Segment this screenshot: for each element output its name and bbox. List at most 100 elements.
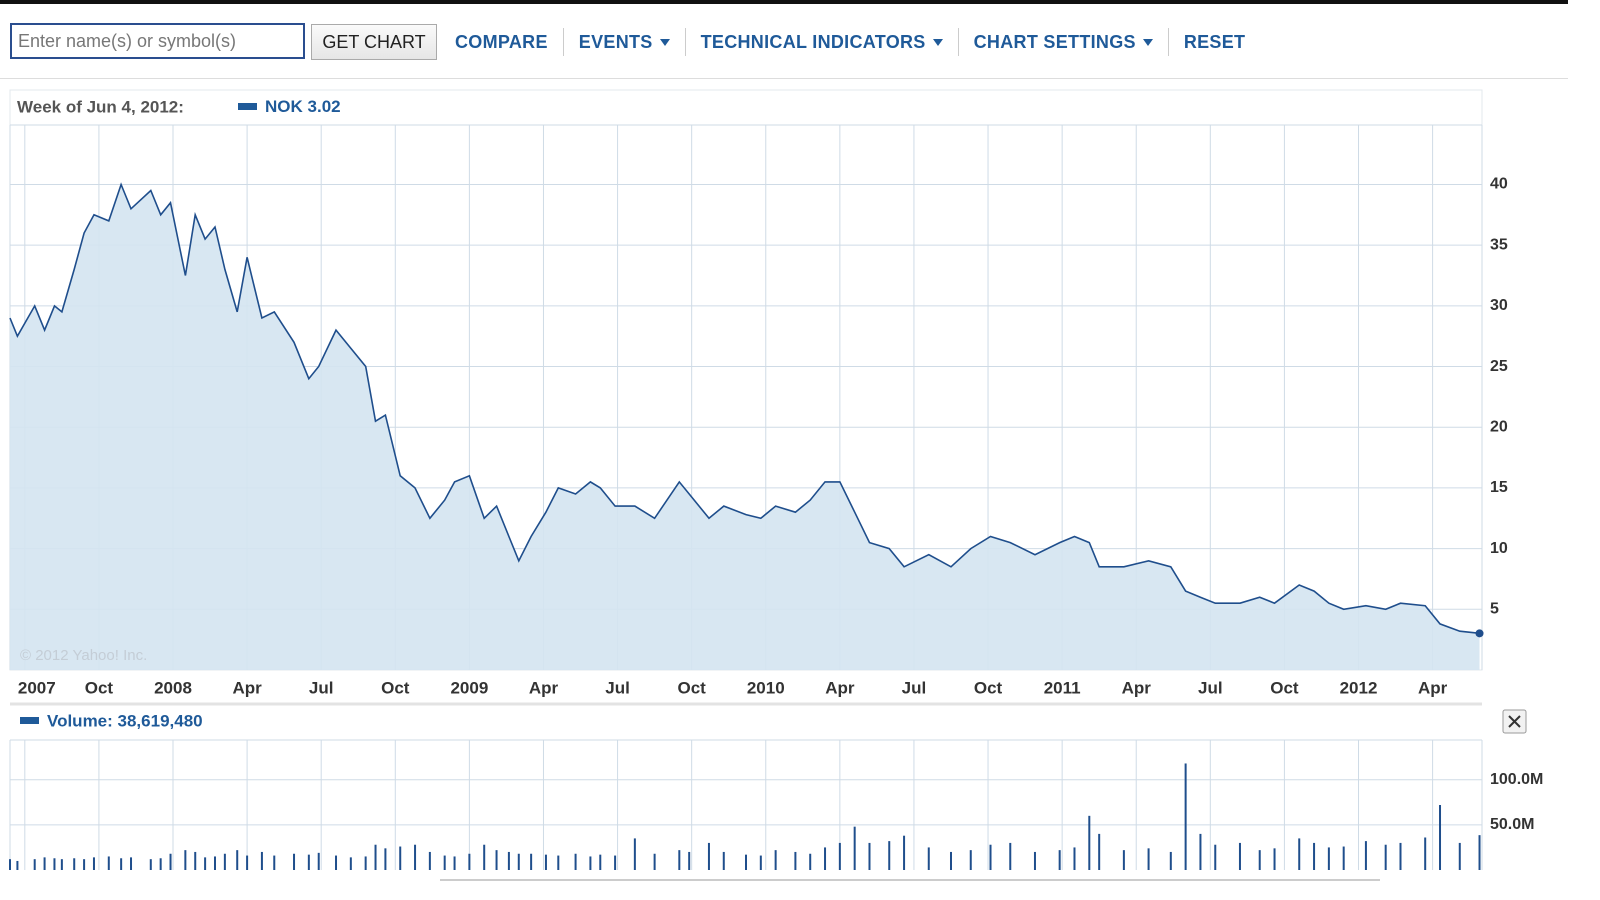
x-tick-label: 2009: [450, 678, 488, 697]
volume-bar: [213, 856, 216, 870]
volume-bar: [989, 844, 992, 870]
volume-bar: [809, 853, 812, 870]
volume-bar: [1327, 847, 1330, 870]
area: [10, 184, 1480, 670]
symbol-input[interactable]: Enter name(s) or symbol(s): [10, 23, 305, 59]
x-tick-label: Jul: [902, 678, 927, 697]
volume-bar: [120, 858, 123, 870]
volume-bar: [722, 851, 725, 870]
y-tick-label: 30: [1490, 297, 1508, 314]
volume-bar: [557, 855, 560, 870]
dropdown-arrow: [932, 39, 943, 46]
volume-bar: [16, 860, 19, 870]
x-tick-label: Oct: [381, 678, 410, 697]
volume-bar: [384, 848, 387, 870]
volume-bar: [349, 857, 352, 870]
volume-bar: [453, 856, 456, 870]
volume-bar: [335, 855, 338, 870]
close-icon: [1508, 715, 1521, 728]
volume-bar: [774, 850, 777, 870]
volume-bar: [246, 855, 249, 870]
volume-bar: [184, 850, 187, 870]
volume-bar: [530, 853, 533, 870]
volume-bar: [1364, 841, 1367, 870]
volume-bar: [794, 851, 797, 870]
volume-bar: [236, 850, 239, 870]
indicators-menu[interactable]: TECHNICAL INDICATORS: [686, 28, 959, 56]
x-tick-label: Apr: [232, 678, 262, 697]
get-chart-button[interactable]: GET CHART: [311, 24, 437, 60]
volume-bar: [364, 856, 367, 870]
volume-bar: [1298, 838, 1301, 870]
volume-bar: [507, 851, 510, 870]
x-tick-label: Oct: [974, 678, 1003, 697]
x-tick-label: Oct: [85, 678, 114, 697]
volume-bar: [888, 841, 891, 870]
volume-bar: [838, 842, 841, 870]
link-text: COMPARE: [455, 32, 548, 52]
volume-bar: [1009, 842, 1012, 870]
y-tick-label: 25: [1490, 358, 1508, 375]
volume-bar: [293, 853, 296, 870]
legend-swatch: [20, 717, 39, 724]
link-text: CHART SETTINGS: [973, 32, 1136, 52]
volume-bar: [1478, 835, 1481, 870]
volume-bar: [853, 826, 856, 870]
dropdown-arrow: [659, 39, 670, 46]
copyright: © 2012 Yahoo! Inc.: [20, 647, 147, 664]
y-tick-label: 15: [1490, 479, 1508, 496]
legend: NOK 3.02: [265, 97, 341, 116]
volume-bar: [1273, 848, 1276, 870]
y-tick-label: 100.0M: [1490, 771, 1543, 788]
x-tick-label: 2008: [154, 678, 192, 697]
volume-bar: [107, 856, 110, 870]
toolbar-links: COMPARE EVENTS TECHNICAL INDICATORS CHAR…: [440, 24, 1260, 60]
volume-bar: [159, 858, 162, 870]
volume-bar: [468, 853, 471, 870]
y-tick-label: 35: [1490, 236, 1508, 253]
volume-bar: [399, 846, 402, 870]
y-tick-label: 20: [1490, 418, 1508, 435]
volume-bar: [1384, 844, 1387, 870]
volume-bar: [414, 844, 417, 870]
volume-bar: [1214, 844, 1217, 870]
volume-bar: [495, 850, 498, 870]
volume-bar: [653, 853, 656, 870]
volume-bar: [574, 853, 577, 870]
volume-bar: [949, 851, 952, 870]
legend-name: NOK: [265, 97, 304, 116]
x-tick-label: Oct: [1270, 678, 1299, 697]
volume-bar: [589, 856, 592, 870]
volume-bar: [759, 855, 762, 870]
volume-bar: [273, 855, 276, 870]
volume-bar: [969, 850, 972, 870]
volume-bar: [130, 857, 133, 870]
volume-bar: [53, 858, 56, 870]
x-tick-label: Apr: [1122, 678, 1152, 697]
volume-bar: [1439, 805, 1442, 870]
volume-bar: [1424, 837, 1427, 870]
volume-bar: [149, 859, 152, 870]
volume-bar: [1122, 850, 1125, 870]
y-tick-label: 40: [1490, 176, 1508, 193]
compare-link[interactable]: COMPARE: [440, 28, 564, 56]
link-text: RESET: [1183, 32, 1246, 52]
x-tick-label: 2011: [1044, 678, 1081, 697]
x-tick-label: Jul: [1198, 678, 1223, 697]
x-tick-label: 2007: [18, 678, 56, 697]
volume-bar: [1199, 833, 1202, 870]
x-tick-label: Apr: [529, 678, 559, 697]
volume-bar: [43, 857, 46, 870]
volume-bar: [688, 851, 691, 870]
volume-bar: [223, 853, 226, 870]
volume-bar: [194, 851, 197, 870]
volume-bar: [73, 858, 76, 870]
settings-menu[interactable]: CHART SETTINGS: [959, 28, 1169, 56]
volume-bar: [1147, 848, 1150, 870]
reset-link[interactable]: RESET: [1169, 28, 1261, 56]
events-menu[interactable]: EVENTS: [564, 28, 686, 56]
legend-value: 3.02: [308, 97, 341, 116]
x-tick-label: Oct: [677, 678, 706, 697]
volume-title: Volume: 38,619,480: [47, 711, 203, 730]
